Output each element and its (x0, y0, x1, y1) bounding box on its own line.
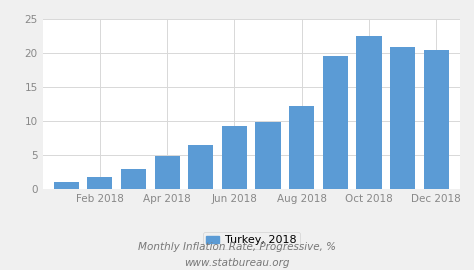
Bar (222, 126, 247, 189)
Bar (424, 50, 449, 189)
Text: www.statbureau.org: www.statbureau.org (184, 258, 290, 268)
Bar (255, 122, 281, 189)
Bar (289, 106, 314, 189)
Bar (87, 177, 112, 189)
Bar (323, 56, 348, 189)
Bar (356, 36, 382, 189)
Bar (121, 168, 146, 189)
Bar (390, 48, 415, 189)
Bar (188, 145, 213, 189)
Bar (155, 156, 180, 189)
Bar (54, 182, 79, 189)
Legend: Turkey, 2018: Turkey, 2018 (202, 232, 300, 249)
Text: Monthly Inflation Rate, Progressive, %: Monthly Inflation Rate, Progressive, % (138, 242, 336, 252)
